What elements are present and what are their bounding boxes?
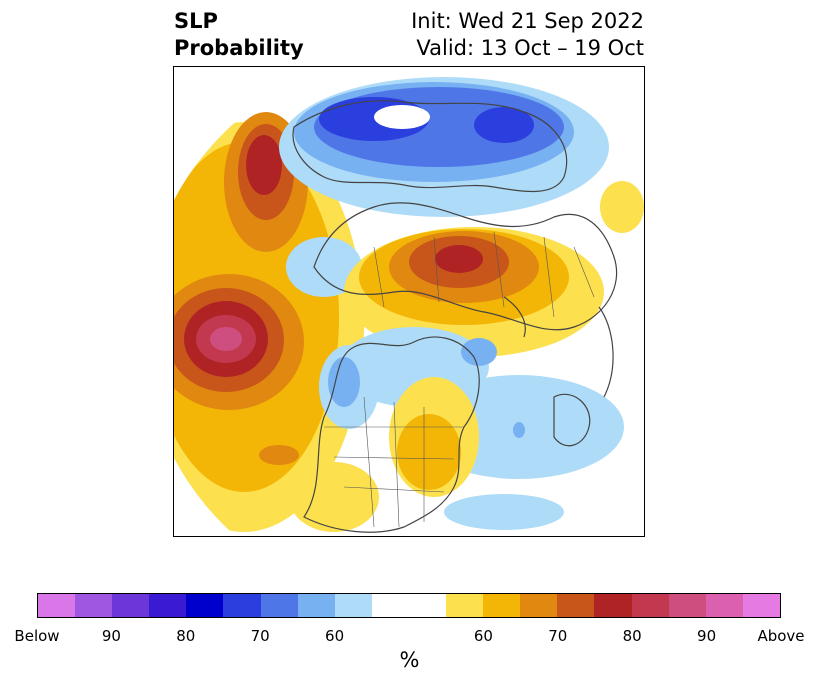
colorbar-tick-label: 70 — [548, 627, 568, 645]
valid-period: Valid: 13 Oct – 19 Oct — [416, 36, 644, 60]
continent-outlines — [292, 100, 618, 533]
above-normal-eurasia-region — [344, 181, 644, 357]
colorbar-swatch — [186, 594, 224, 617]
init-date: Init: Wed 21 Sep 2022 — [411, 9, 644, 33]
colorbar-tick-label: 60 — [473, 627, 493, 645]
title-variable: SLP — [174, 9, 218, 33]
colorbar-swatch — [631, 594, 669, 617]
colorbar-swatch — [75, 594, 113, 617]
colorbar-swatch — [223, 594, 261, 617]
colorbar-tick-label: 90 — [101, 627, 121, 645]
colorbar-swatch — [446, 594, 484, 617]
colorbar-unit-label: % — [399, 648, 420, 672]
colorbar-swatch — [297, 594, 335, 617]
probability-map — [174, 67, 644, 536]
colorbar-tick-label: 60 — [325, 627, 345, 645]
colorbar-swatch — [557, 594, 595, 617]
map-panel — [173, 66, 645, 537]
colorbar-swatch — [260, 594, 298, 617]
colorbar-swatch — [668, 594, 706, 617]
colorbar-swatch — [112, 594, 150, 617]
colorbar-swatch — [594, 594, 632, 617]
country-borders — [324, 231, 595, 528]
colorbar-swatch — [520, 594, 558, 617]
colorbar-swatch — [742, 594, 780, 617]
colorbar-tick-label: Below — [14, 627, 60, 645]
colorbar-tick-label: 70 — [250, 627, 270, 645]
chart-title-left: SLP Probability — [174, 8, 304, 62]
colorbar — [37, 593, 781, 618]
colorbar-swatch — [334, 594, 372, 617]
below-normal-arctic-region — [279, 77, 609, 297]
above-normal-north-america-region — [289, 377, 479, 532]
colorbar-swatch — [408, 594, 447, 617]
chart-title-right: Init: Wed 21 Sep 2022 Valid: 13 Oct – 19… — [411, 8, 644, 62]
title-quantity: Probability — [174, 36, 304, 60]
above-normal-pacific-region — [174, 112, 364, 532]
colorbar-tick-label: Above — [757, 627, 805, 645]
colorbar-swatch — [483, 594, 521, 617]
colorbar-swatch — [705, 594, 743, 617]
colorbar-swatch — [38, 594, 76, 617]
colorbar-tick-label: 90 — [697, 627, 717, 645]
colorbar-swatch — [371, 594, 409, 617]
colorbar-swatch — [149, 594, 187, 617]
colorbar-tick-label: 80 — [176, 627, 196, 645]
colorbar-tick-label: 80 — [622, 627, 642, 645]
